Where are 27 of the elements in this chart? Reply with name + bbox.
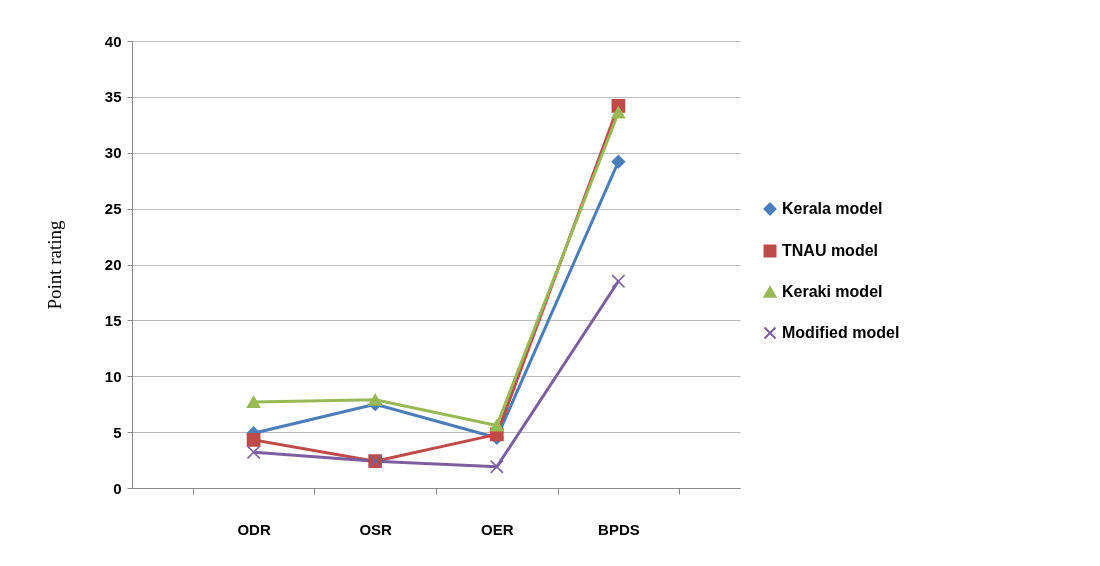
point: [368, 393, 383, 406]
y-tick-label: 30: [104, 144, 122, 162]
point: [611, 106, 626, 119]
point: [611, 274, 626, 289]
x-tick-label: ODR: [237, 520, 271, 538]
legend-label: Kerala model: [782, 200, 883, 217]
x-tick-label: OSR: [359, 520, 393, 538]
x-tick-label: OER: [481, 520, 514, 538]
y-tick-label: 40: [104, 32, 122, 50]
point: [489, 459, 504, 474]
y-tick-label: 10: [104, 367, 122, 385]
x-tick-label: BPDS: [598, 520, 640, 538]
point: [246, 433, 261, 447]
legend-label: Modified model: [782, 324, 900, 341]
point: [246, 445, 261, 460]
point: [489, 419, 504, 432]
y-tick-label: 35: [104, 88, 122, 106]
y-tick-label: 25: [104, 200, 122, 218]
y-tick-label: 20: [104, 256, 122, 273]
point: [246, 395, 261, 409]
y-tick-label: 15: [104, 311, 122, 329]
point: [611, 154, 626, 169]
y-axis-title: Point rating: [43, 219, 65, 310]
legend-label: TNAU model: [782, 242, 878, 259]
legend-label: Keraki model: [782, 283, 883, 300]
y-tick-label: 0: [113, 479, 122, 497]
y-tick-label: 5: [113, 423, 122, 441]
